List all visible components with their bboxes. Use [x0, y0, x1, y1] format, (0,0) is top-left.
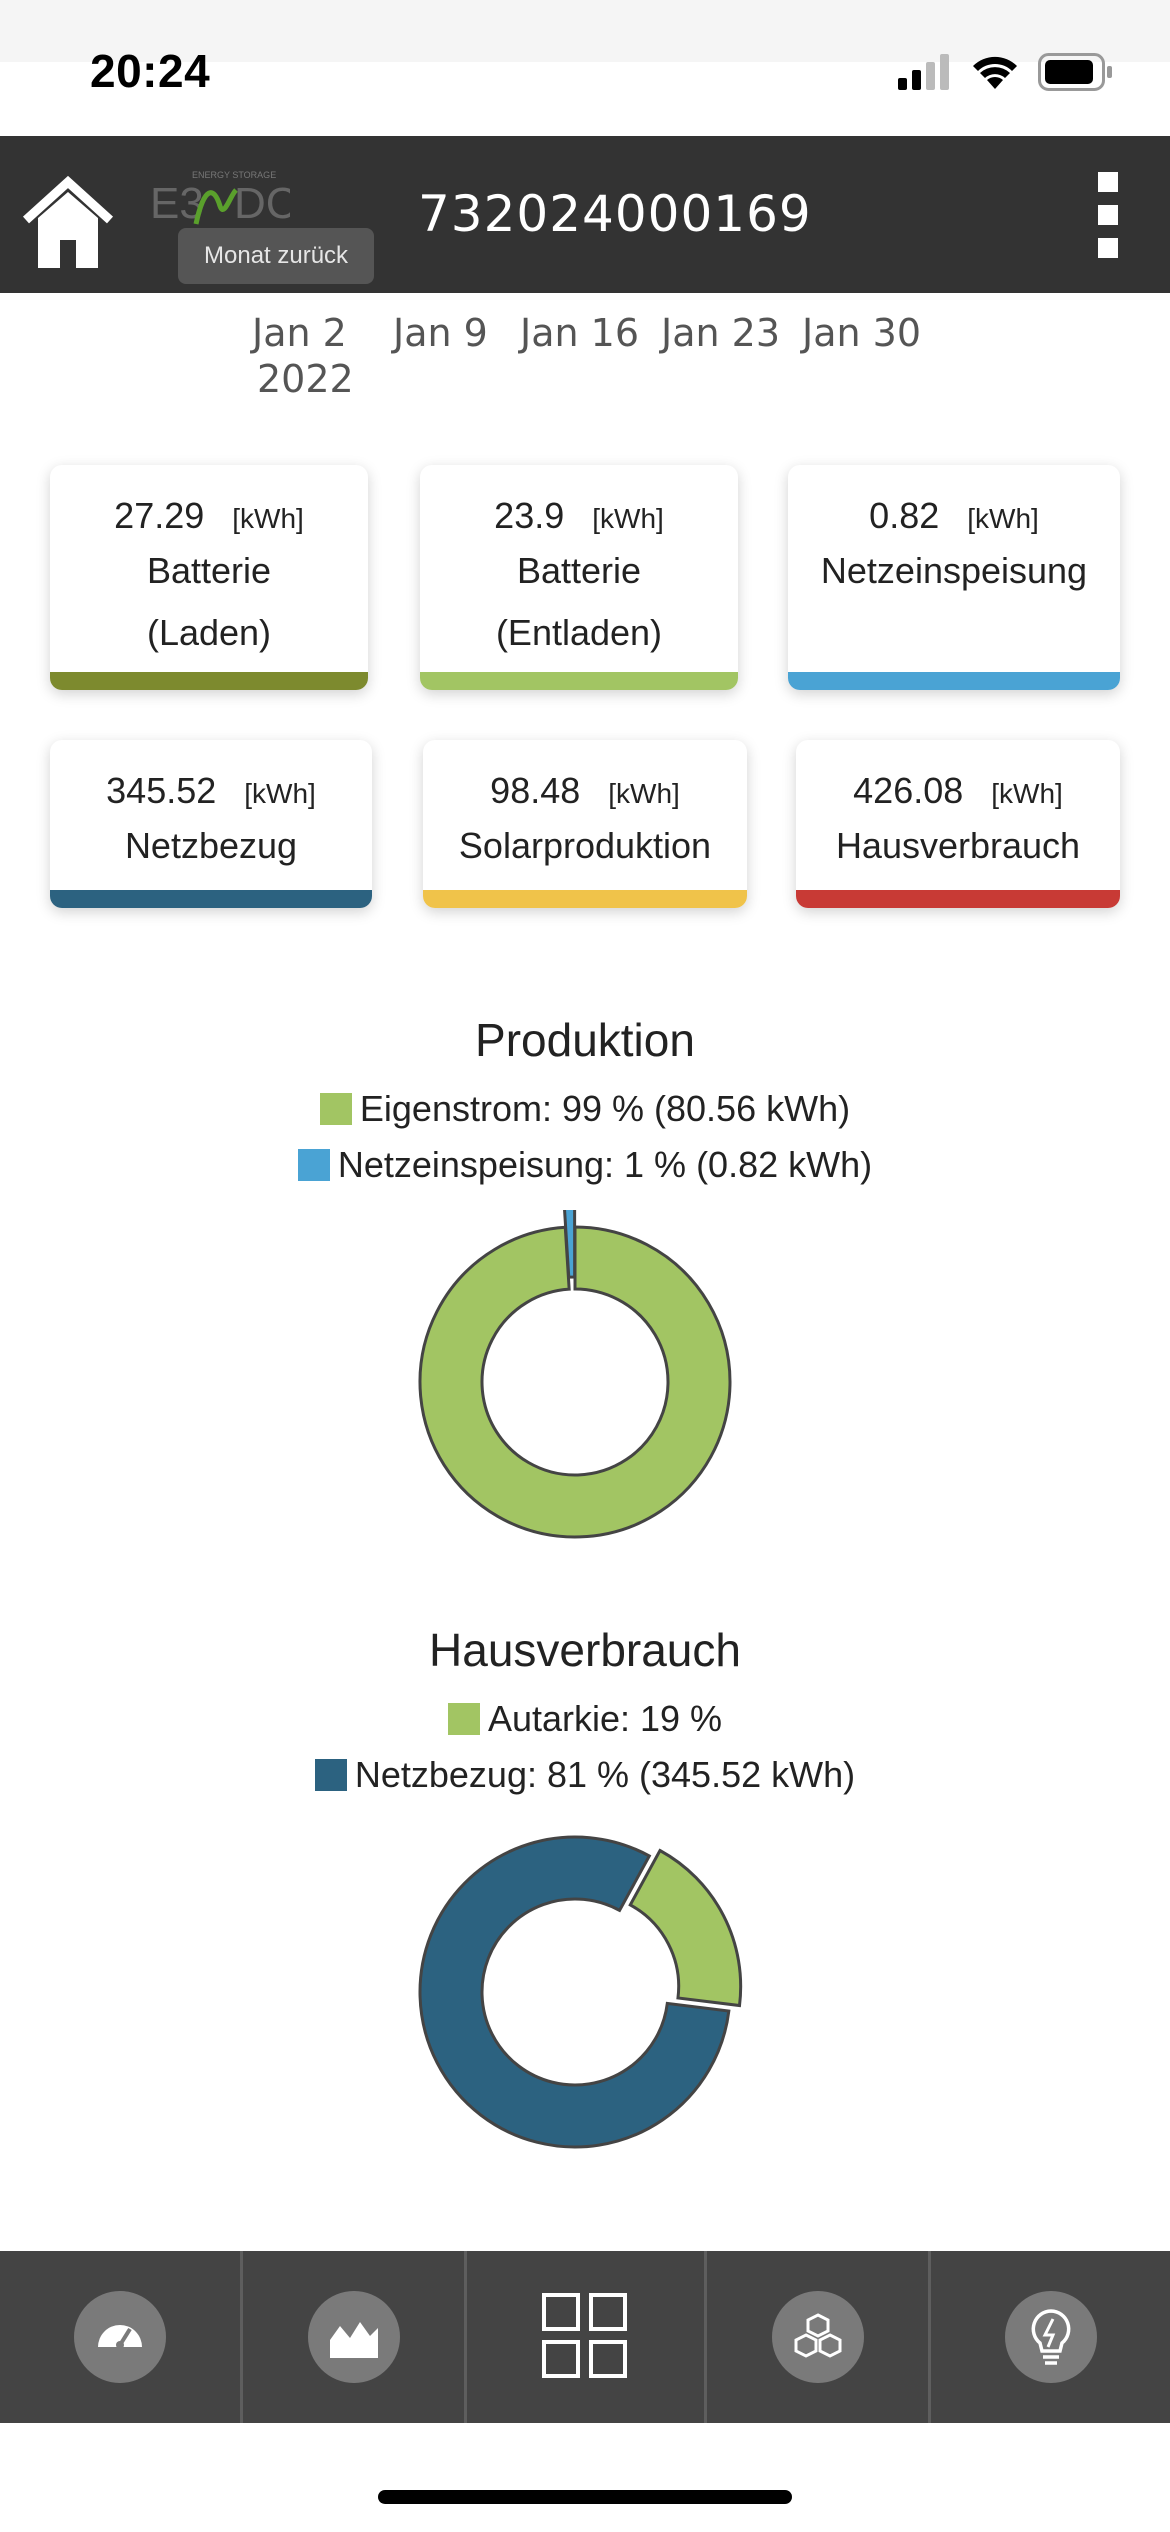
donut-slice[interactable]: [418, 1225, 732, 1539]
donut-slice[interactable]: [563, 1210, 577, 1279]
month-back-tooltip[interactable]: Monat zurück: [178, 228, 375, 284]
gauge-icon: [98, 2325, 142, 2349]
card-unit: [kWh]: [244, 778, 316, 809]
legend-label: Autarkie: 19 %: [487, 1698, 723, 1739]
production-legend-item: Eigenstrom: 99 % (80.56 kWh): [0, 1088, 1170, 1130]
date-year: 2022: [257, 357, 354, 401]
area-chart-icon: [329, 2322, 378, 2358]
card-solar-production[interactable]: 98.48 [kWh] Solarproduktion: [423, 740, 747, 908]
home-indicator: [378, 2490, 792, 2504]
card-label: Hausverbrauch: [835, 825, 1081, 866]
card-label: Solarproduktion: [458, 825, 712, 866]
card-grid-feed-in[interactable]: 0.82 [kWh] Netzeinspeisung: [788, 465, 1120, 690]
card-value: 27.29: [114, 495, 205, 536]
card-unit: [kWh]: [967, 503, 1039, 534]
card-color-bar: [423, 890, 747, 908]
status-icons: [896, 52, 1114, 92]
date-tick: Jan 9: [393, 311, 488, 355]
lightbulb-icon: [1031, 2309, 1070, 2365]
date-tick: Jan 23: [661, 311, 781, 355]
cellular-signal-icon: [898, 54, 949, 90]
legend-swatch: [319, 1093, 352, 1125]
production-legend-item: Netzeinspeisung: 1 % (0.82 kWh): [0, 1144, 1170, 1186]
date-axis: Jan 2 Jan 9 Jan 16 Jan 23 Jan 30 2022: [0, 293, 1170, 413]
donut-slice[interactable]: [628, 1848, 743, 2008]
nav-item-overview[interactable]: [464, 2251, 704, 2423]
legend-swatch: [447, 1703, 480, 1735]
menu-dot: [1098, 172, 1118, 192]
card-value: 426.08: [853, 770, 964, 811]
card-label: (Laden): [146, 612, 272, 653]
status-bar-background: [0, 0, 1170, 62]
menu-dot: [1098, 205, 1118, 225]
nav-icon-circle: [307, 2291, 400, 2383]
date-tick: Jan 16: [520, 311, 640, 355]
card-unit: [kWh]: [592, 503, 664, 534]
production-donut-chart: [418, 1210, 732, 1539]
legend-label: Netzeinspeisung: 1 % (0.82 kWh): [337, 1144, 873, 1185]
legend-swatch: [314, 1759, 347, 1791]
nav-icon-circle: [1004, 2291, 1097, 2383]
nav-item-tips[interactable]: [928, 2251, 1170, 2423]
card-color-bar: [796, 890, 1120, 908]
nav-item-dashboard[interactable]: [0, 2251, 240, 2423]
card-value: 98.48: [490, 770, 581, 811]
nav-item-history[interactable]: [240, 2251, 464, 2423]
grid-icon: [541, 2293, 627, 2378]
card-value: 0.82: [869, 495, 940, 536]
card-label: (Entladen): [495, 612, 663, 653]
legend-swatch: [297, 1149, 330, 1181]
status-bar: 20:24: [0, 0, 1170, 136]
home-icon: [22, 175, 114, 268]
app-header: ENERGY STORAGE E3 DC Monat zurück 732024…: [0, 136, 1170, 293]
consumption-chart-title: Hausverbrauch: [429, 1624, 741, 1676]
legend-label: Netzbezug: 81 % (345.52 kWh): [354, 1754, 856, 1795]
wifi-icon: [973, 56, 1017, 89]
card-label: Batterie: [516, 550, 642, 591]
production-chart-title: Produktion: [475, 1014, 695, 1066]
battery-icon: [1038, 53, 1112, 91]
bottom-navigation: [0, 2251, 1170, 2423]
svg-text:ENERGY STORAGE: ENERGY STORAGE: [192, 170, 276, 180]
card-battery-charge[interactable]: 27.29 [kWh] Batterie (Laden): [50, 465, 368, 690]
cubes-icon: [794, 2313, 841, 2358]
menu-dot: [1098, 238, 1118, 258]
card-value: 345.52: [106, 770, 217, 811]
card-unit: [kWh]: [232, 503, 304, 534]
card-label: Netzeinspeisung: [820, 550, 1088, 591]
nav-icon-circle: [74, 2291, 166, 2383]
card-grid-consumption[interactable]: 345.52 [kWh] Netzbezug: [50, 740, 372, 908]
consumption-legend-item: Netzbezug: 81 % (345.52 kWh): [0, 1754, 1170, 1796]
card-color-bar: [420, 672, 738, 690]
home-button[interactable]: [18, 174, 118, 274]
card-unit: [kWh]: [608, 778, 680, 809]
card-label: Batterie: [146, 550, 272, 591]
status-time: 20:24: [90, 45, 211, 97]
card-value: 23.9: [494, 495, 565, 536]
e3dc-logo: ENERGY STORAGE E3 DC: [150, 170, 290, 228]
card-house-consumption[interactable]: 426.08 [kWh] Hausverbrauch: [796, 740, 1120, 908]
card-label: Netzbezug: [124, 825, 298, 866]
device-id-title: 732024000169: [418, 185, 812, 243]
nav-item-modules[interactable]: [704, 2251, 928, 2423]
svg-text:DC: DC: [234, 179, 290, 228]
date-tick: Jan 2: [252, 311, 347, 355]
consumption-donut-chart: [418, 1835, 743, 2149]
card-battery-discharge[interactable]: 23.9 [kWh] Batterie (Entladen): [420, 465, 738, 690]
nav-icon-circle: [771, 2291, 864, 2383]
card-unit: [kWh]: [991, 778, 1063, 809]
card-color-bar: [50, 672, 368, 690]
card-color-bar: [50, 890, 372, 908]
more-menu-button[interactable]: [1094, 172, 1122, 258]
date-tick: Jan 30: [802, 311, 922, 355]
consumption-legend-item: Autarkie: 19 %: [0, 1698, 1170, 1740]
card-color-bar: [788, 672, 1120, 690]
legend-label: Eigenstrom: 99 % (80.56 kWh): [359, 1088, 851, 1129]
donut-slice[interactable]: [418, 1835, 731, 2149]
